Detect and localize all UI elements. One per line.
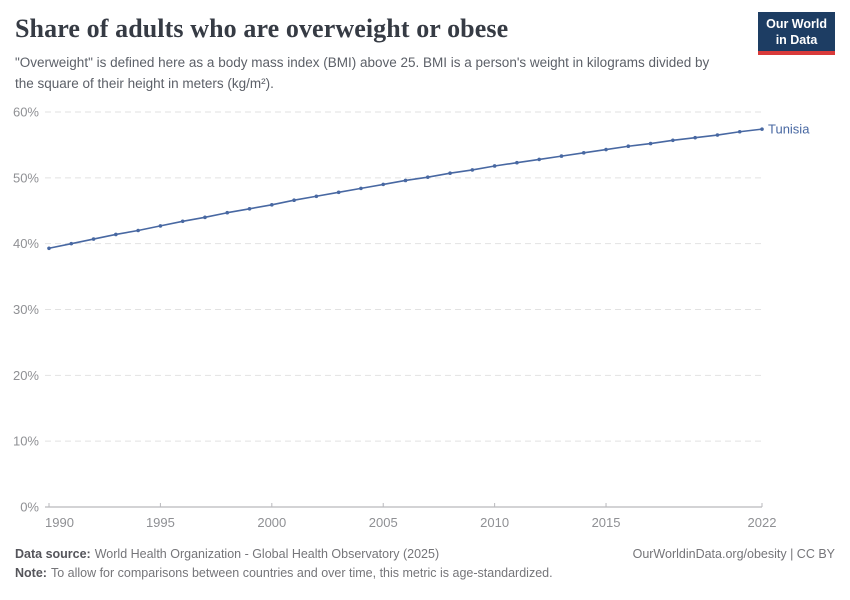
data-point[interactable] — [559, 154, 564, 158]
data-point[interactable] — [470, 167, 475, 172]
data-point[interactable] — [247, 206, 252, 211]
x-axis-label: 2022 — [748, 515, 777, 530]
data-point[interactable] — [158, 223, 163, 228]
y-axis-label: 20% — [13, 368, 39, 383]
data-point[interactable] — [114, 232, 118, 236]
data-point[interactable] — [648, 141, 653, 146]
data-point[interactable] — [760, 127, 764, 131]
note-text: To allow for comparisons between countri… — [50, 566, 553, 581]
data-source: Data source: World Health Organization - … — [15, 547, 439, 563]
series-label-tunisia[interactable]: Tunisia — [768, 121, 810, 136]
y-axis-label: 30% — [13, 302, 39, 317]
note-label: Note: — [15, 566, 47, 581]
data-point[interactable] — [270, 202, 274, 207]
y-axis-label: 50% — [13, 170, 39, 185]
data-point[interactable] — [47, 246, 51, 250]
x-axis-label: 1995 — [146, 515, 175, 530]
data-point[interactable] — [180, 219, 185, 223]
data-point[interactable] — [336, 190, 341, 194]
data-point[interactable] — [448, 171, 452, 175]
data-point[interactable] — [492, 163, 497, 168]
data-point[interactable] — [91, 236, 96, 241]
owid-logo-line1: Our World — [766, 17, 827, 31]
data-point[interactable] — [225, 210, 230, 215]
x-axis-label: 2005 — [369, 515, 398, 530]
data-point[interactable] — [403, 178, 408, 183]
data-point[interactable] — [581, 150, 586, 155]
footer-source-row: Data source: World Health Organization - … — [15, 547, 835, 563]
owid-logo-line2: in Data — [775, 32, 818, 47]
line-chart[interactable]: 0% 10% 20% 30% 40% 50% 60% 1990 1995 2000 2005 2010… — [0, 100, 850, 545]
owid-logo[interactable]: Our World in Data — [758, 12, 835, 56]
data-point[interactable] — [515, 160, 519, 165]
data-point[interactable] — [737, 129, 742, 134]
data-point[interactable] — [537, 157, 541, 161]
data-point[interactable] — [203, 215, 207, 219]
data-point[interactable] — [314, 194, 319, 198]
data-source-text: World Health Organization - Global Healt… — [94, 546, 440, 561]
data-point[interactable] — [693, 135, 697, 140]
data-point[interactable] — [604, 147, 608, 152]
chart-header: Share of adults who are overweight or ob… — [0, 0, 850, 95]
data-point[interactable] — [425, 175, 430, 179]
data-point[interactable] — [626, 144, 631, 148]
y-axis-label: 40% — [13, 236, 39, 251]
data-point[interactable] — [381, 182, 386, 186]
data-source-label: Data source: — [15, 546, 91, 561]
chart-subtitle: "Overweight" is defined here as a body m… — [15, 54, 710, 91]
data-point[interactable] — [715, 132, 720, 137]
series-line-tunisia[interactable] — [48, 128, 763, 249]
license-link[interactable]: OurWorldinData.org/obesity | CC BY — [632, 546, 835, 561]
footer-note-row: Note: To allow for comparisons between co… — [15, 566, 835, 582]
data-point[interactable] — [69, 241, 74, 246]
y-axis-label: 0% — [20, 499, 39, 514]
x-axis-label: 2000 — [257, 515, 286, 530]
chart-footer: Data source: World Health Organization - … — [0, 545, 850, 582]
page-title: Share of adults who are overweight or ob… — [15, 14, 509, 43]
x-axis-label: 2010 — [480, 515, 509, 530]
data-point[interactable] — [671, 138, 675, 142]
y-axis-label: 10% — [13, 433, 39, 448]
data-point[interactable] — [292, 198, 296, 202]
data-point[interactable] — [359, 186, 363, 190]
y-axis-label: 60% — [13, 104, 39, 119]
data-point[interactable] — [136, 228, 140, 233]
x-axis-label: 2015 — [592, 515, 621, 530]
x-axis-label: 1990 — [45, 515, 74, 530]
